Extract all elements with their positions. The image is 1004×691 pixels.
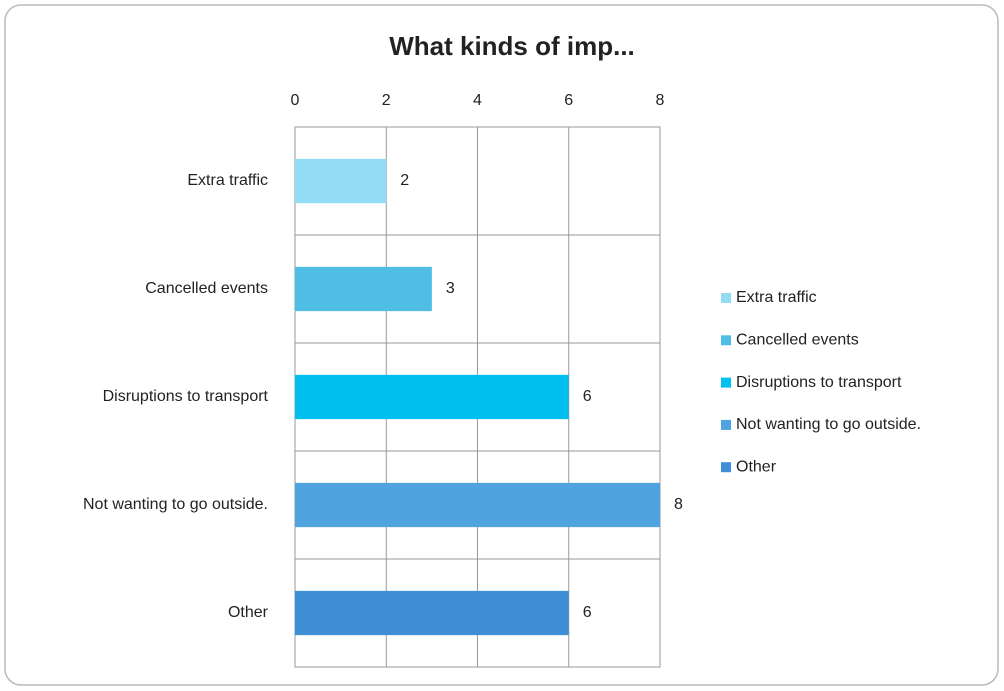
chart-title: What kinds of imp...: [389, 31, 635, 61]
data-label: 2: [400, 172, 409, 189]
y-tick-label: Disruptions to transport: [103, 388, 269, 405]
data-label: 6: [583, 604, 592, 621]
legend-swatch: [721, 293, 731, 303]
chart-frame: [4, 4, 999, 686]
bar: [295, 482, 660, 528]
legend-label: Cancelled events: [736, 332, 859, 349]
legend-label: Not wanting to go outside.: [736, 416, 921, 433]
legend-swatch: [721, 377, 731, 388]
y-tick-label: Other: [228, 604, 269, 621]
bar: [295, 266, 432, 312]
legend-swatch: [721, 419, 731, 430]
data-label: 6: [583, 388, 592, 405]
bar: [295, 374, 569, 420]
x-tick-label: 8: [656, 92, 665, 109]
legend-swatch: [721, 335, 731, 346]
legend-label: Disruptions to transport: [736, 374, 902, 391]
bar: [295, 158, 387, 204]
legend-swatch: [721, 462, 731, 473]
x-tick-label: 0: [291, 92, 300, 109]
data-label: 8: [674, 496, 683, 513]
data-label: 3: [446, 280, 455, 297]
y-tick-label: Not wanting to go outside.: [83, 496, 268, 513]
x-tick-label: 2: [382, 92, 391, 109]
y-tick-label: Extra traffic: [187, 172, 268, 189]
x-tick-label: 4: [473, 92, 482, 109]
x-tick-label: 6: [564, 92, 573, 109]
legend-label: Extra traffic: [736, 289, 817, 306]
bar: [295, 590, 569, 636]
legend-label: Other: [736, 458, 777, 475]
y-tick-label: Cancelled events: [145, 280, 268, 297]
